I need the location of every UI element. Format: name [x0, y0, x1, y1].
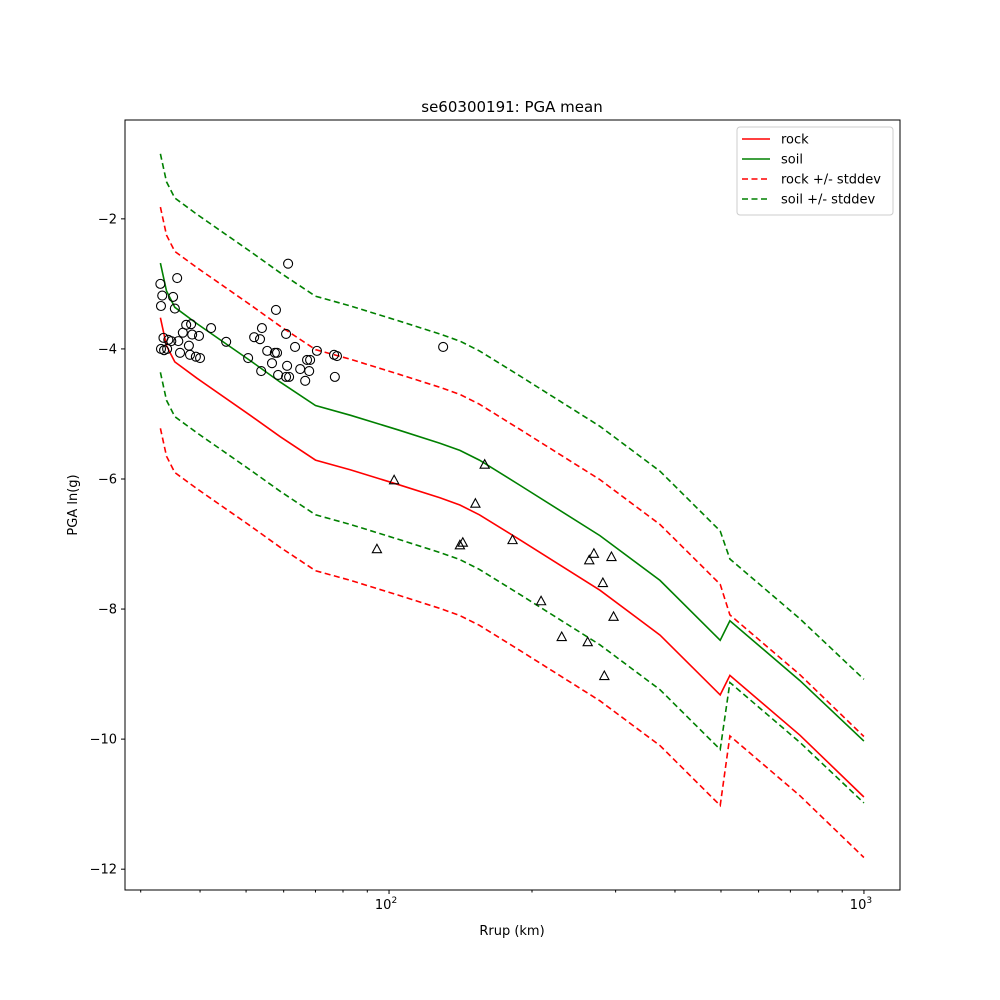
data-point-circle [249, 332, 260, 343]
y-tick-label: −6 [98, 472, 117, 487]
data-point-circle [190, 351, 201, 362]
data-point-triangle [582, 636, 594, 647]
data-point-circle [254, 334, 266, 345]
axes-frame [124, 119, 901, 891]
data-point-triangle [479, 458, 491, 469]
chart-title: se60300191: PGA mean [421, 98, 602, 116]
data-point-circle [266, 358, 278, 369]
series-line-rock-stddev [159, 206, 865, 738]
data-point-circle [256, 323, 267, 334]
x-tick-label: 102 [375, 896, 397, 913]
data-point-triangle [608, 610, 620, 621]
data-point-circle [270, 304, 282, 315]
data-point-circle [273, 369, 284, 380]
data-point-triangle [457, 536, 469, 547]
data-point-circle [331, 351, 343, 362]
data-point-circle [281, 371, 292, 382]
legend-label: soil +/- stddev [781, 193, 876, 208]
data-point-triangle [454, 539, 466, 550]
data-point-circle [281, 328, 292, 340]
data-point-circle [172, 272, 183, 284]
data-point-circle [181, 319, 192, 330]
data-point-circle [155, 300, 167, 312]
data-point-triangle [597, 576, 609, 588]
series-line-soil-stddev-lower- [159, 372, 865, 804]
data-point-triangle [556, 630, 568, 642]
data-point-circle [329, 371, 340, 382]
data-point-circle [174, 347, 186, 358]
data-point-circle [187, 329, 198, 340]
data-point-circle [186, 319, 197, 330]
data-point-circle [194, 352, 206, 364]
series-line-soil-stddev [159, 153, 865, 680]
data-point-circle [206, 323, 217, 334]
legend-box [736, 126, 894, 216]
data-point-circle [295, 364, 306, 375]
data-point-triangle [588, 547, 600, 558]
data-point-circle [184, 349, 196, 360]
data-point-circle [271, 347, 283, 358]
data-point-triangle [598, 669, 610, 681]
data-point-circle [166, 336, 177, 347]
data-point-circle [262, 345, 273, 356]
data-point-circle [193, 330, 205, 341]
x-tick-exponent: 2 [391, 896, 397, 906]
data-point-circle [221, 336, 232, 347]
data-point-triangle [371, 543, 383, 554]
y-tick-label: −10 [90, 733, 117, 748]
data-point-circle [311, 345, 322, 356]
data-point-circle [282, 360, 293, 371]
data-point-circle [304, 365, 315, 377]
data-point-circle [256, 365, 267, 377]
series-line-rock-stddev-lower- [159, 428, 865, 859]
x-tick-exponent: 3 [866, 896, 872, 906]
data-point-circle [284, 371, 295, 382]
data-point-circle [301, 354, 313, 366]
data-point-circle [289, 341, 301, 353]
plot-area [155, 153, 865, 859]
data-point-triangle [535, 595, 547, 606]
data-point-triangle [605, 550, 617, 562]
data-point-circle [168, 291, 179, 302]
x-axis-label: Rrup (km) [479, 924, 544, 939]
data-point-circle [300, 375, 311, 386]
series-line-soil [159, 262, 865, 742]
y-tick-label: −8 [98, 603, 117, 618]
data-point-circle [283, 258, 294, 269]
data-point-circle [169, 303, 180, 314]
data-point-circle [305, 354, 316, 366]
data-point-circle [157, 290, 168, 301]
data-point-circle [173, 336, 184, 347]
data-point-circle [243, 352, 254, 364]
y-axis-label: PGA ln(g) [66, 474, 81, 535]
data-point-circle [155, 278, 166, 289]
series-line-rock [159, 317, 865, 798]
y-tick-label: −12 [90, 863, 117, 878]
data-point-circle [183, 340, 194, 351]
legend-label: rock [781, 133, 809, 148]
y-tick-label: −2 [98, 212, 117, 227]
data-point-triangle [507, 533, 519, 545]
data-point-circle [438, 341, 449, 353]
legend-label: soil [781, 153, 803, 168]
x-tick-label: 103 [850, 896, 872, 913]
data-point-triangle [469, 497, 481, 508]
axis-ticks: −12 −10 −8 −6 −4 −2 102 103 [90, 212, 873, 913]
legend: rock soil rock +/- stddev soil +/- stddev [736, 126, 894, 216]
data-point-triangle [388, 474, 400, 485]
y-tick-label: −4 [98, 342, 117, 357]
data-point-triangle [583, 554, 595, 565]
legend-label: rock +/- stddev [781, 173, 881, 188]
